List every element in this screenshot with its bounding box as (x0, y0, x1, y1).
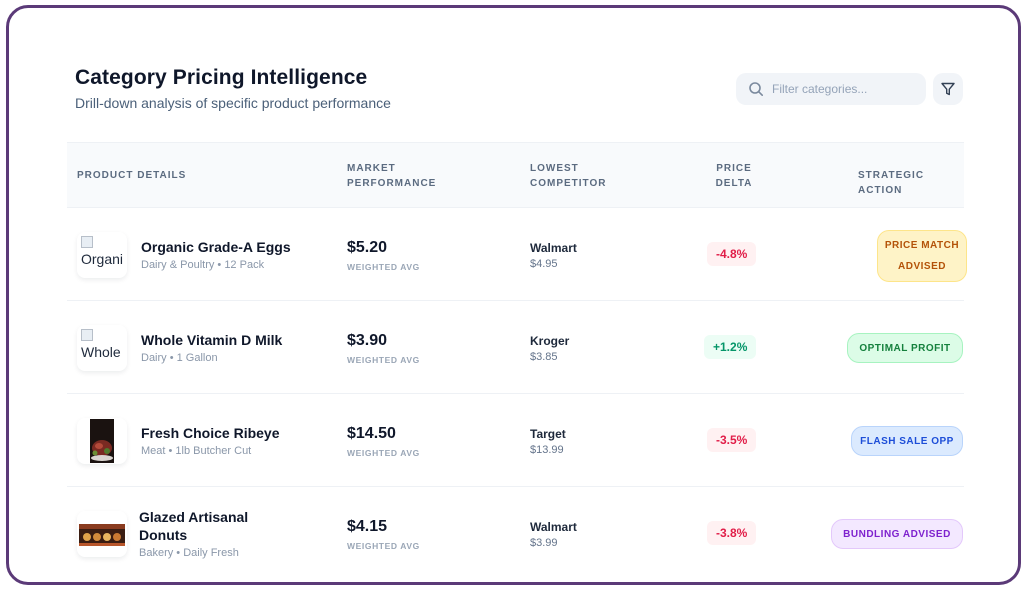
competitor-name: Kroger (530, 334, 570, 348)
product-meta: Dairy & Poultry • 12 Pack (141, 259, 265, 271)
price-delta-badge: -3.8% (707, 521, 757, 545)
price-label: WEIGHTED AVG (347, 541, 420, 551)
market-price: $3.90 (347, 332, 388, 349)
filter-button[interactable] (933, 73, 963, 105)
table-row[interactable]: Organi Organic Grade-A Eggs Dairy & Poul… (67, 208, 967, 301)
price-delta-badge: +1.2% (704, 335, 757, 359)
product-meta: Dairy • 1 Gallon (141, 352, 218, 364)
search-box[interactable] (736, 73, 926, 105)
price-label: WEIGHTED AVG (347, 448, 420, 458)
search-icon (749, 82, 763, 96)
product-thumbnail: Whole (77, 325, 127, 371)
table-header: PRODUCT DETAILS MARKET PERFORMANCE LOWEST… (67, 142, 964, 208)
market-price: $5.20 (347, 239, 388, 256)
product-name: Organic Grade-A Eggs (141, 239, 291, 255)
product-name: Fresh Choice Ribeye (141, 425, 280, 441)
product-meta: Bakery • Daily Fresh (139, 547, 239, 559)
price-delta-badge: -4.8% (707, 242, 757, 266)
page-subtitle: Drill-down analysis of specific product … (75, 95, 391, 111)
product-thumbnail: Organi (77, 232, 127, 278)
price-label: WEIGHTED AVG (347, 355, 420, 365)
page-header: Category Pricing Intelligence Drill-down… (75, 66, 391, 111)
competitor-name: Walmart (530, 241, 577, 255)
action-badge-price-match[interactable]: PRICE MATCH ADVISED (877, 230, 967, 282)
competitor-name: Target (530, 427, 566, 441)
competitor-price: $3.99 (530, 537, 558, 549)
page-title: Category Pricing Intelligence (75, 66, 368, 89)
table-row[interactable]: Fresh Choice Ribeye Meat • 1lb Butcher C… (67, 394, 964, 487)
competitor-price: $4.95 (530, 258, 558, 270)
broken-image-icon: Whole (81, 327, 125, 361)
app-frame: Category Pricing Intelligence Drill-down… (6, 5, 1021, 585)
market-price: $4.15 (347, 518, 388, 535)
table-row[interactable]: Whole Whole Vitamin D Milk Dairy • 1 Gal… (67, 301, 964, 394)
ribeye-image (90, 419, 114, 463)
price-delta-badge: -3.5% (707, 428, 757, 452)
table-row[interactable]: Glazed Artisanal Donuts Bakery • Daily Fr… (67, 487, 964, 580)
product-meta: Meat • 1lb Butcher Cut (141, 445, 252, 457)
col-lowest-competitor: LOWEST COMPETITOR (530, 163, 607, 189)
competitor-price: $13.99 (530, 444, 564, 456)
product-name: Glazed Artisanal Donuts (139, 509, 249, 543)
product-thumbnail (77, 511, 127, 557)
col-product-details: PRODUCT DETAILS (77, 170, 187, 181)
competitor-name: Walmart (530, 520, 577, 534)
product-name: Whole Vitamin D Milk (141, 332, 283, 348)
search-input[interactable] (772, 82, 912, 96)
action-badge-flash-sale[interactable]: FLASH SALE OPP (851, 426, 963, 456)
col-market-performance: MARKET PERFORMANCE (347, 163, 437, 189)
col-price-delta: PRICE DELTA (715, 163, 753, 189)
market-price: $14.50 (347, 425, 396, 442)
action-badge-optimal-profit[interactable]: OPTIMAL PROFIT (847, 333, 963, 363)
product-thumbnail (77, 418, 127, 464)
price-label: WEIGHTED AVG (347, 262, 420, 272)
competitor-price: $3.85 (530, 351, 558, 363)
col-strategic-action: STRATEGIC ACTION (858, 170, 925, 196)
pricing-table: PRODUCT DETAILS MARKET PERFORMANCE LOWEST… (67, 142, 967, 580)
filter-icon (941, 82, 955, 96)
action-badge-bundling[interactable]: BUNDLING ADVISED (831, 519, 963, 549)
broken-image-icon: Organi (81, 234, 125, 268)
donuts-image (79, 524, 125, 546)
